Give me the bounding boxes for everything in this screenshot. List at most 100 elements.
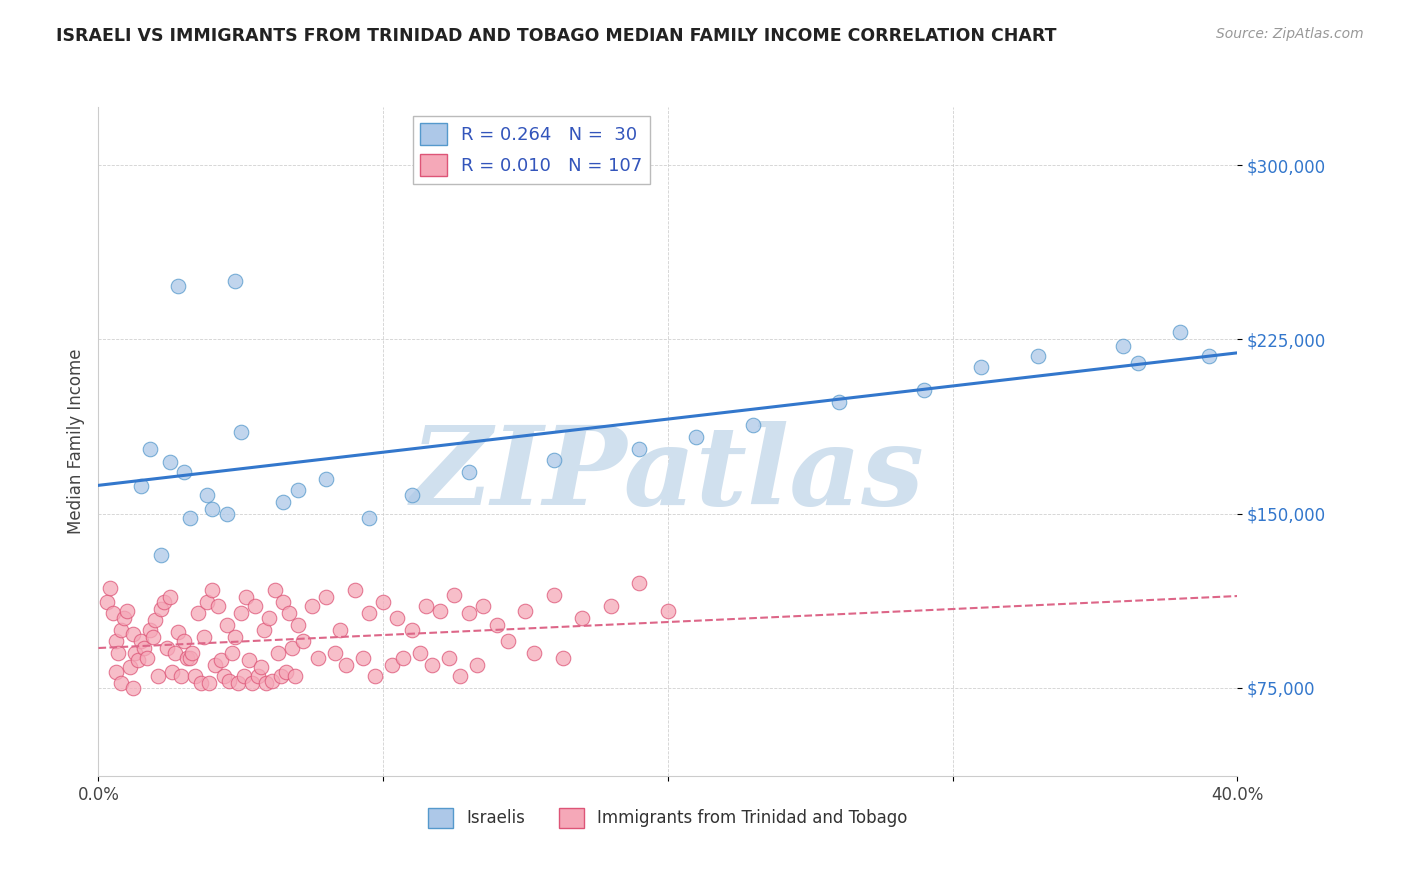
Point bbox=[176, 650, 198, 665]
Point bbox=[363, 669, 385, 683]
Point bbox=[392, 650, 415, 665]
Point bbox=[96, 595, 118, 609]
Point bbox=[215, 507, 238, 521]
Point bbox=[110, 676, 132, 690]
Point bbox=[207, 599, 229, 614]
Point bbox=[292, 634, 315, 648]
Point bbox=[270, 669, 292, 683]
Point bbox=[156, 641, 179, 656]
Point bbox=[329, 623, 352, 637]
Point bbox=[201, 502, 224, 516]
Point bbox=[357, 607, 380, 621]
Point bbox=[101, 607, 124, 621]
Point bbox=[173, 634, 195, 648]
Point bbox=[262, 673, 284, 688]
Point bbox=[1198, 349, 1220, 363]
Point bbox=[195, 488, 218, 502]
Point bbox=[104, 634, 127, 648]
Point bbox=[281, 641, 304, 656]
Point bbox=[465, 657, 488, 672]
Point bbox=[278, 607, 301, 621]
Point bbox=[221, 646, 243, 660]
Point bbox=[252, 623, 274, 637]
Point bbox=[204, 657, 226, 672]
Point bbox=[523, 646, 546, 660]
Point bbox=[273, 495, 295, 509]
Point bbox=[110, 623, 132, 637]
Point bbox=[970, 360, 993, 375]
Point bbox=[201, 583, 224, 598]
Point bbox=[150, 549, 173, 563]
Point bbox=[249, 660, 271, 674]
Point bbox=[287, 483, 309, 498]
Point bbox=[657, 604, 679, 618]
Point bbox=[159, 590, 181, 604]
Point bbox=[112, 611, 135, 625]
Point bbox=[267, 646, 290, 660]
Point bbox=[254, 676, 277, 690]
Point bbox=[551, 650, 574, 665]
Point bbox=[238, 653, 260, 667]
Point bbox=[543, 453, 565, 467]
Point bbox=[224, 630, 246, 644]
Point bbox=[118, 660, 141, 674]
Point bbox=[98, 581, 121, 595]
Point bbox=[167, 625, 190, 640]
Point bbox=[209, 653, 232, 667]
Point bbox=[181, 646, 204, 660]
Point bbox=[159, 455, 181, 469]
Point bbox=[1112, 339, 1135, 353]
Point bbox=[335, 657, 357, 672]
Point bbox=[148, 669, 170, 683]
Legend: Israelis, Immigrants from Trinidad and Tobago: Israelis, Immigrants from Trinidad and T… bbox=[422, 801, 914, 835]
Point bbox=[229, 425, 252, 440]
Text: ISRAELI VS IMMIGRANTS FROM TRINIDAD AND TOBAGO MEDIAN FAMILY INCOME CORRELATION : ISRAELI VS IMMIGRANTS FROM TRINIDAD AND … bbox=[56, 27, 1057, 45]
Point bbox=[401, 623, 423, 637]
Point bbox=[162, 665, 184, 679]
Point bbox=[301, 599, 323, 614]
Point bbox=[1170, 326, 1192, 340]
Point bbox=[471, 599, 494, 614]
Point bbox=[287, 618, 309, 632]
Point bbox=[357, 511, 380, 525]
Point bbox=[138, 442, 160, 456]
Point bbox=[129, 478, 152, 492]
Point bbox=[264, 583, 287, 598]
Point bbox=[195, 595, 218, 609]
Point bbox=[273, 595, 295, 609]
Point bbox=[315, 472, 337, 486]
Point bbox=[121, 627, 143, 641]
Point bbox=[457, 465, 479, 479]
Point bbox=[232, 669, 254, 683]
Point bbox=[243, 599, 266, 614]
Point bbox=[571, 611, 593, 625]
Point bbox=[129, 634, 152, 648]
Point bbox=[141, 630, 163, 644]
Point bbox=[135, 650, 157, 665]
Point bbox=[1026, 349, 1049, 363]
Point bbox=[226, 676, 249, 690]
Point bbox=[449, 669, 471, 683]
Point bbox=[387, 611, 409, 625]
Point bbox=[401, 488, 423, 502]
Point bbox=[224, 274, 246, 288]
Point bbox=[276, 665, 298, 679]
Point bbox=[307, 650, 329, 665]
Point bbox=[218, 673, 240, 688]
Point bbox=[167, 279, 190, 293]
Point bbox=[628, 442, 651, 456]
Point bbox=[685, 430, 707, 444]
Point bbox=[150, 602, 173, 616]
Point bbox=[104, 665, 127, 679]
Point bbox=[443, 588, 465, 602]
Point bbox=[437, 650, 460, 665]
Point bbox=[343, 583, 366, 598]
Point bbox=[415, 599, 437, 614]
Point bbox=[145, 614, 167, 628]
Point bbox=[132, 641, 155, 656]
Point bbox=[198, 676, 221, 690]
Point bbox=[828, 395, 851, 409]
Point bbox=[240, 676, 263, 690]
Point bbox=[138, 623, 160, 637]
Point bbox=[235, 590, 257, 604]
